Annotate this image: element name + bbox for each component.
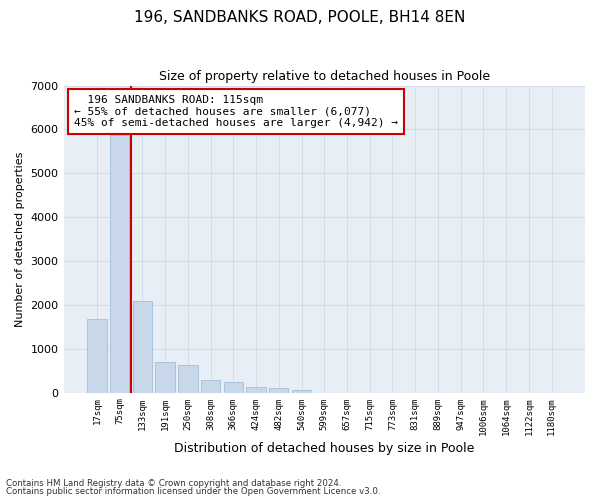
Bar [110,135,130,392]
Bar [87,319,107,392]
Text: Contains HM Land Registry data © Crown copyright and database right 2024.: Contains HM Land Registry data © Crown c… [6,478,341,488]
Text: 196 SANDBANKS ROAD: 115sqm  
← 55% of detached houses are smaller (6,077)
45% of: 196 SANDBANKS ROAD: 115sqm ← 55% of deta… [74,95,398,128]
Text: 196, SANDBANKS ROAD, POOLE, BH14 8EN: 196, SANDBANKS ROAD, POOLE, BH14 8EN [134,10,466,25]
Bar [247,387,266,392]
Bar [292,390,311,392]
Bar [133,302,152,392]
Title: Size of property relative to detached houses in Poole: Size of property relative to detached ho… [159,70,490,83]
Y-axis label: Number of detached properties: Number of detached properties [15,152,25,327]
Bar [269,388,289,392]
Text: Contains public sector information licensed under the Open Government Licence v3: Contains public sector information licen… [6,487,380,496]
X-axis label: Distribution of detached houses by size in Poole: Distribution of detached houses by size … [174,442,475,455]
Bar [201,380,220,392]
Bar [224,382,243,392]
Bar [178,366,197,392]
Bar [155,362,175,392]
